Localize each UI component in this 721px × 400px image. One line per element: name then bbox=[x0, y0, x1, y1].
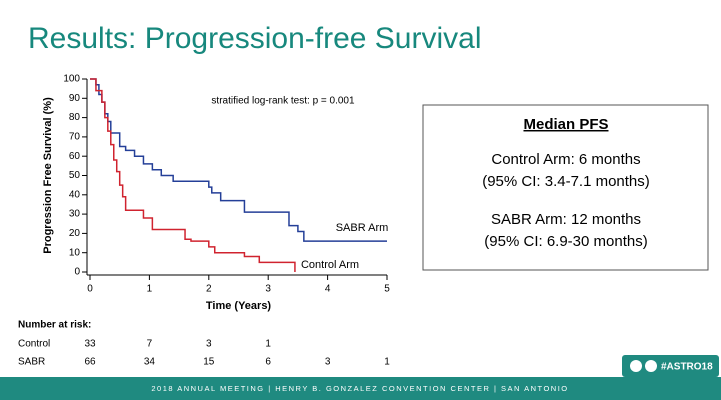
y-tick-label: 20 bbox=[69, 228, 81, 239]
risk-count: 7 bbox=[147, 339, 153, 350]
risk-count: 1 bbox=[265, 339, 271, 350]
y-tick-label: 90 bbox=[69, 93, 81, 104]
footer-bar bbox=[0, 377, 721, 400]
x-tick-label: 0 bbox=[87, 284, 93, 295]
x-axis-title: Time (Years) bbox=[206, 300, 272, 312]
y-tick-label: 70 bbox=[69, 132, 81, 143]
box-frame bbox=[422, 104, 709, 271]
series-label: SABR Arm bbox=[336, 222, 389, 234]
y-tick-label: 60 bbox=[69, 151, 81, 162]
risk-count: 6 bbox=[265, 357, 271, 368]
box-line: (95% CI: 3.4-7.1 months) bbox=[482, 173, 650, 190]
box-line: Control Arm: 6 months bbox=[491, 151, 640, 168]
series-label: Control Arm bbox=[301, 259, 359, 271]
x-tick-label: 3 bbox=[265, 284, 271, 295]
x-tick-label: 5 bbox=[384, 284, 390, 295]
risk-count: 33 bbox=[84, 339, 96, 350]
x-tick-label: 1 bbox=[147, 284, 153, 295]
risk-title: Number at risk: bbox=[18, 320, 91, 331]
footer-text: 2018 ANNUAL MEETING | HENRY B. GONZALEZ … bbox=[151, 384, 568, 393]
survival-curve bbox=[90, 78, 296, 272]
y-tick-label: 0 bbox=[74, 267, 80, 278]
y-tick-label: 50 bbox=[69, 170, 81, 181]
slide-title: Results: Progression-free Survival bbox=[28, 22, 482, 55]
risk-count: 66 bbox=[84, 357, 96, 368]
risk-row-label: Control bbox=[18, 339, 50, 350]
x-tick-label: 2 bbox=[206, 284, 212, 295]
x-tick-label: 4 bbox=[325, 284, 331, 295]
facebook-icon[interactable] bbox=[645, 360, 657, 372]
y-axis-title: Progression Free Survival (%) bbox=[42, 97, 54, 254]
y-tick-label: 100 bbox=[63, 74, 80, 85]
risk-count: 3 bbox=[325, 357, 331, 368]
risk-count: 15 bbox=[203, 357, 215, 368]
box-title: Median PFS bbox=[523, 116, 608, 133]
box-line: SABR Arm: 12 months bbox=[491, 211, 641, 228]
y-tick-label: 30 bbox=[69, 209, 81, 220]
y-tick-label: 10 bbox=[69, 247, 81, 258]
risk-count: 34 bbox=[144, 357, 156, 368]
risk-row-label: SABR bbox=[18, 357, 45, 368]
box-line: (95% CI: 6.9-30 months) bbox=[484, 233, 647, 250]
risk-count: 1 bbox=[384, 357, 390, 368]
hashtag-badge: #ASTRO18 bbox=[622, 355, 719, 377]
annotation: stratified log-rank test: p = 0.001 bbox=[211, 96, 355, 107]
hashtag: #ASTRO18 bbox=[661, 362, 713, 373]
y-tick-label: 80 bbox=[69, 112, 81, 123]
twitter-icon[interactable] bbox=[630, 360, 642, 372]
y-tick-label: 40 bbox=[69, 189, 81, 200]
median-box: Median PFS Control Arm: 6 months (95% CI… bbox=[422, 104, 709, 271]
risk-count: 3 bbox=[206, 339, 212, 350]
badge-bg bbox=[622, 355, 719, 377]
